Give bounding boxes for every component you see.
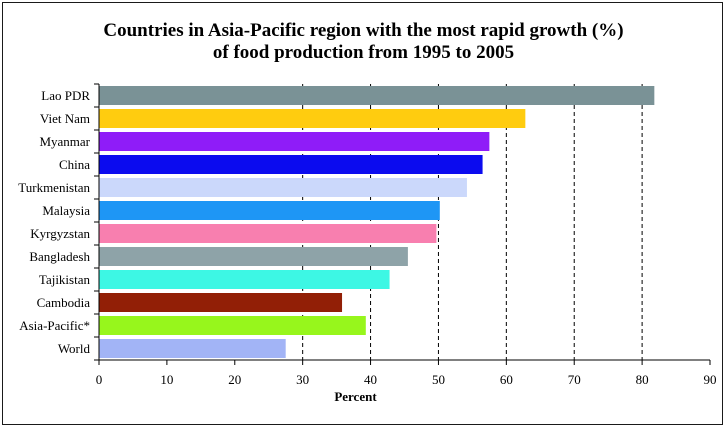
x-tick-label: 0 (96, 372, 103, 387)
bar-cambodia (99, 293, 343, 312)
category-label: China (59, 157, 90, 172)
category-label: Kyrgyzstan (30, 226, 90, 241)
bar-bangladesh (99, 247, 408, 266)
bar-lao-pdr (99, 86, 655, 105)
category-label: World (58, 341, 91, 356)
x-tick-label: 60 (500, 372, 513, 387)
x-tick-label: 80 (636, 372, 649, 387)
x-tick-label: 40 (364, 372, 377, 387)
category-label: Asia-Pacific* (19, 318, 90, 333)
bar-viet-nam (99, 109, 526, 128)
chart-title: Countries in Asia-Pacific region with th… (103, 20, 624, 63)
category-label: Malaysia (42, 203, 90, 218)
x-tick-label: 20 (228, 372, 241, 387)
bar-china (99, 155, 483, 174)
category-label: Viet Nam (40, 111, 90, 126)
bar-tajikistan (99, 270, 390, 289)
x-tick-label: 30 (296, 372, 309, 387)
category-label: Myanmar (39, 134, 90, 149)
bar-world (99, 339, 286, 358)
x-axis-label: Percent (334, 389, 377, 404)
x-tick-label: 90 (704, 372, 717, 387)
category-label: Bangladesh (29, 249, 90, 264)
bar-turkmenistan (99, 178, 467, 197)
category-label: Turkmenistan (18, 180, 90, 195)
bar-myanmar (99, 132, 490, 151)
bar-asia-pacific (99, 316, 366, 335)
x-tick-label: 10 (160, 372, 173, 387)
bar-kyrgyzstan (99, 224, 437, 243)
x-tick-label: 70 (568, 372, 581, 387)
x-tick-label: 50 (432, 372, 445, 387)
category-label: Lao PDR (41, 88, 90, 103)
category-label: Tajikistan (39, 272, 91, 287)
bar-malaysia (99, 201, 440, 220)
category-label: Cambodia (37, 295, 91, 310)
